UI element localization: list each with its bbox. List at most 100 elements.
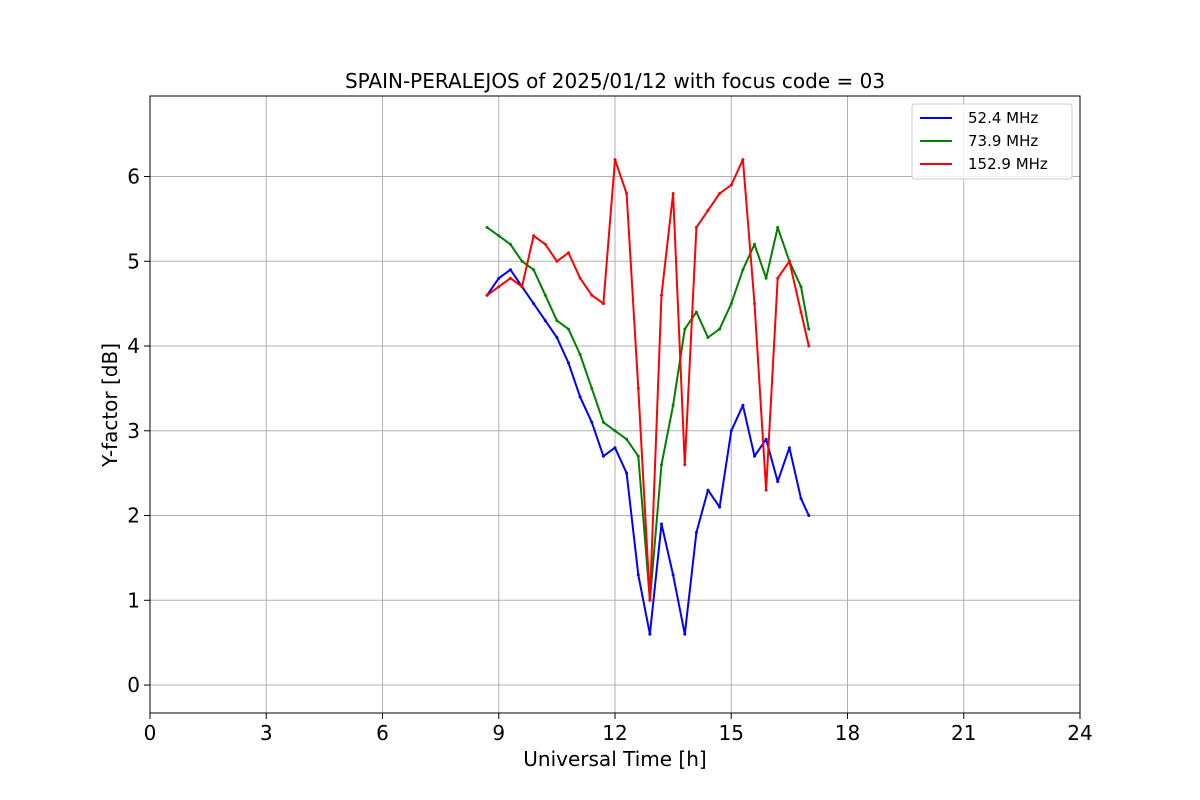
data-point [706, 336, 710, 339]
data-point [520, 285, 524, 289]
data-point [590, 293, 594, 297]
data-point [520, 259, 524, 263]
data-point [799, 285, 803, 289]
y-tick-label: 6 [127, 165, 140, 189]
data-point [578, 395, 582, 399]
data-point [764, 276, 768, 280]
data-point [729, 183, 733, 187]
data-point [497, 285, 501, 289]
data-point [718, 192, 722, 195]
data-point [636, 386, 640, 390]
y-tick-label: 5 [127, 249, 140, 273]
data-point [613, 158, 617, 162]
data-point [625, 471, 629, 475]
data-point [776, 225, 780, 229]
grid-lines [149, 96, 1081, 713]
data-point [543, 242, 547, 246]
data-point [636, 454, 640, 458]
data-point [497, 234, 501, 238]
data-point [741, 268, 745, 272]
data-point [590, 386, 594, 390]
data-point [683, 463, 687, 467]
data-point [508, 268, 512, 272]
data-point [741, 158, 745, 162]
y-tick-label: 2 [127, 504, 140, 528]
data-point [807, 327, 811, 331]
data-point [694, 531, 698, 534]
y-axis-ticks: 0 1 2 3 4 5 6 [127, 165, 150, 697]
data-point [671, 573, 675, 577]
data-point [613, 446, 617, 450]
data-point [578, 276, 582, 280]
data-point [543, 319, 547, 323]
legend: 52.4 MHz 73.9 MHz 152.9 MHz [911, 103, 1073, 180]
data-point [555, 259, 559, 263]
x-tick-label: 12 [602, 721, 627, 745]
data-point [671, 192, 675, 195]
legend-entry-label: 73.9 MHz [968, 132, 1038, 150]
data-point [799, 310, 803, 314]
data-point [799, 497, 803, 501]
data-point [648, 598, 652, 602]
data-point [601, 302, 605, 306]
data-point [753, 242, 756, 246]
data-point [532, 302, 536, 306]
data-point [648, 632, 652, 636]
data-point [508, 276, 512, 280]
data-point [578, 353, 582, 356]
data-point [683, 327, 687, 331]
data-point [729, 302, 733, 306]
data-point [555, 319, 559, 323]
x-tick-label: 24 [1067, 721, 1092, 745]
data-point [683, 632, 687, 636]
y-tick-label: 1 [127, 588, 140, 612]
data-point [485, 293, 489, 297]
data-point [497, 276, 501, 280]
data-point [671, 403, 675, 407]
data-point [532, 234, 536, 238]
y-axis-label: Y-factor [dB] [98, 343, 122, 468]
data-point [787, 259, 791, 263]
data-point [601, 454, 605, 458]
x-axis-label: Universal Time [h] [523, 747, 706, 771]
data-point [718, 505, 722, 509]
y-tick-label: 3 [127, 419, 140, 443]
data-point [753, 302, 756, 306]
data-point [694, 310, 698, 314]
data-point [601, 420, 605, 424]
data-point [625, 437, 629, 441]
legend-entry-label: 52.4 MHz [968, 109, 1038, 127]
data-point [590, 420, 594, 424]
data-point [613, 429, 617, 433]
data-point [694, 225, 698, 229]
data-point [543, 293, 547, 297]
data-point [706, 488, 710, 492]
x-tick-label: 18 [835, 721, 860, 745]
legend-entry-label: 152.9 MHz [968, 155, 1048, 173]
data-point [660, 522, 663, 526]
x-tick-label: 6 [376, 721, 389, 745]
data-point [567, 361, 570, 365]
data-point [706, 208, 710, 212]
data-point [660, 293, 663, 297]
data-point [729, 429, 733, 433]
data-point [718, 327, 722, 331]
x-tick-label: 21 [951, 721, 976, 745]
data-point [807, 514, 811, 517]
x-axis-ticks: 0 3 6 9 12 15 18 21 24 [144, 713, 1093, 745]
data-point [636, 573, 640, 577]
x-tick-label: 9 [492, 721, 505, 745]
y-tick-label: 4 [127, 334, 140, 358]
x-tick-label: 3 [260, 721, 273, 745]
data-point [764, 437, 768, 441]
data-point [625, 192, 629, 195]
data-point [776, 276, 780, 280]
chart-title: SPAIN-PERALEJOS of 2025/01/12 with focus… [345, 69, 885, 93]
series-lines [485, 158, 811, 636]
data-point [567, 327, 570, 331]
legend-box [911, 103, 1073, 180]
data-point [741, 403, 745, 407]
data-point [807, 344, 811, 348]
series-line-2 [486, 158, 810, 602]
